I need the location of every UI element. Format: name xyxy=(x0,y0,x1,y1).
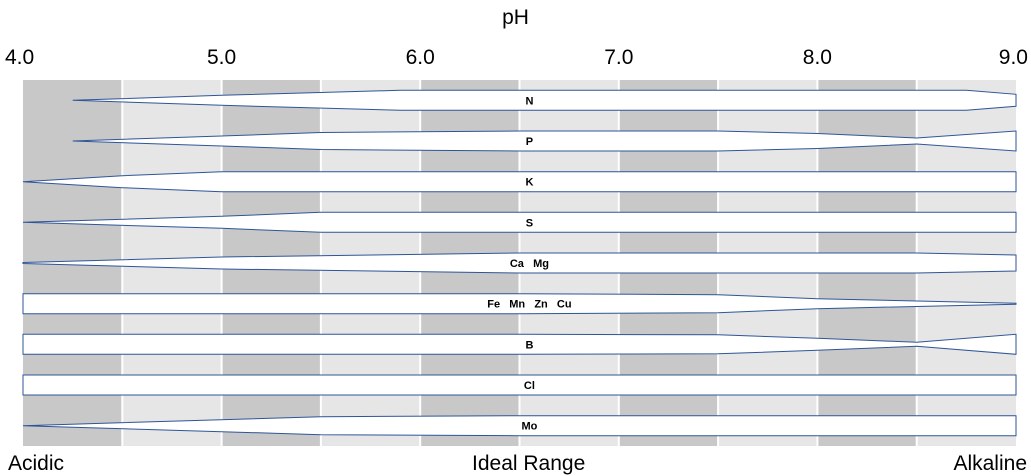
x-tick-label: 4.0 xyxy=(5,46,35,69)
nutrient-labels: N P K S Ca Mg Fe Mn Zn Cu B Cl Mo xyxy=(487,95,571,432)
region-label-left: Acidic xyxy=(8,452,65,475)
x-tick-label: 5.0 xyxy=(206,46,237,69)
nutrient-label: Cl xyxy=(524,380,535,392)
nutrient-label: B xyxy=(525,339,533,351)
nutrient-label: N xyxy=(525,95,533,107)
nutrient-band-s xyxy=(22,211,1017,233)
region-label-center: Ideal Range xyxy=(472,452,586,475)
nutrient-label: K xyxy=(525,177,533,189)
nutrient-bands xyxy=(22,89,1017,437)
nutrient-label: Fe Mn Zn Cu xyxy=(487,299,571,311)
nutrient-band-fe-mn-zn-cu xyxy=(22,293,1017,315)
nutrient-label: Ca Mg xyxy=(510,258,549,270)
nutrient-label: S xyxy=(526,217,533,229)
nutrient-band-n xyxy=(72,89,1017,111)
nutrient-band-b xyxy=(22,333,1017,355)
nutrient-band-cl xyxy=(22,374,1017,396)
nutrient-band-p xyxy=(72,130,1017,152)
nutrient-band-k xyxy=(22,171,1017,193)
nutrient-label: P xyxy=(526,136,533,148)
x-tick-label: 9.0 xyxy=(998,46,1028,69)
x-tick-label: 6.0 xyxy=(405,46,435,69)
nutrient-label: Mo xyxy=(521,421,537,433)
x-tick-label: 8.0 xyxy=(802,46,832,69)
nutrient-band-mo xyxy=(22,415,1017,437)
region-label-right: Alkaline xyxy=(953,452,1027,475)
x-tick-label: 7.0 xyxy=(604,46,634,69)
x-axis-title: pH xyxy=(502,6,529,29)
nutrient-band-ca-mg xyxy=(22,252,1017,274)
